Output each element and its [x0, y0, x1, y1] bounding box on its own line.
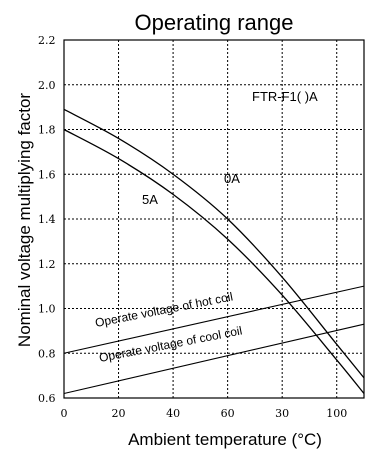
x-axis-title: Ambient temperature (°C)	[128, 430, 322, 449]
cool-coil-line	[63, 323, 365, 395]
y-tick-label: 1.2	[38, 258, 56, 271]
model-label: FTR-F1( )A	[252, 89, 318, 104]
x-tick-label: 30	[275, 407, 289, 420]
x-tick-label: 60	[221, 407, 235, 420]
series-line-5a	[63, 128, 365, 394]
y-tick-label: 1.8	[38, 124, 56, 137]
x-tick-label: 40	[166, 407, 180, 420]
y-axis-title: Nominal voltage multiplying factor	[15, 93, 34, 348]
y-tick-label: 0.6	[38, 392, 56, 405]
series-line-0a	[63, 108, 365, 379]
plot-frame	[63, 39, 365, 399]
hot-coil-label: Operate voltage of hot coil	[94, 289, 234, 329]
y-tick-label: 1.4	[38, 213, 56, 226]
hot-coil-line	[63, 285, 365, 354]
tick-labels: 0 20 40 60 30 100 0.6 0.8 1.0 1.2 1.4 1.6 1.8 2.0 2.2	[38, 34, 347, 420]
y-tick-label: 2.0	[38, 79, 56, 92]
series-label-0a: 0A	[224, 171, 240, 186]
series-lines	[63, 108, 365, 395]
y-tick-label: 1.6	[38, 168, 56, 181]
x-tick-label: 100	[326, 407, 347, 420]
chart-title: Operating range	[135, 10, 294, 35]
x-tick-label: 0	[61, 407, 68, 420]
x-tick-label: 20	[112, 407, 126, 420]
y-tick-label: 0.8	[38, 347, 56, 360]
grid-lines	[64, 40, 364, 398]
y-tick-label: 2.2	[38, 34, 56, 47]
y-tick-label: 1.0	[38, 303, 56, 316]
series-label-5a: 5A	[142, 192, 158, 207]
